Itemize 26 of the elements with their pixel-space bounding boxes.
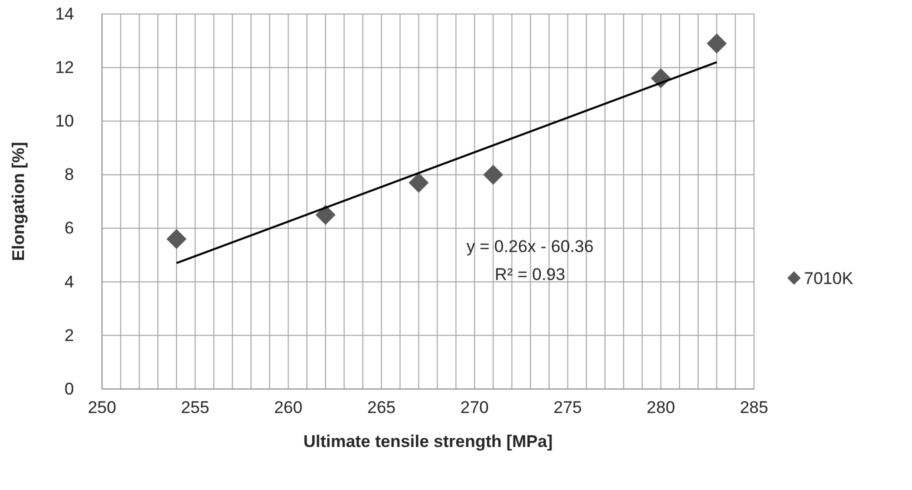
x-axis-title: Ultimate tensile strength [MPa] — [303, 432, 553, 451]
x-tick-label: 255 — [180, 398, 210, 418]
annotation: R² = 0.93 — [494, 265, 566, 284]
point — [316, 204, 336, 225]
y-tick-label: 0 — [64, 379, 74, 398]
x-tick-label: 260 — [274, 398, 302, 418]
y-axis-title: Elongation [%] — [9, 142, 28, 261]
y-tick-label: 2 — [64, 326, 74, 345]
point — [483, 164, 504, 185]
x-tick-label: 250 — [88, 398, 116, 418]
x-tick-label: 270 — [460, 398, 489, 418]
annotation: y = 0.26x - 60.36 — [466, 237, 594, 256]
point — [408, 172, 429, 193]
y-tick-label: 6 — [64, 218, 74, 238]
y-tick-label: 12 — [55, 58, 74, 78]
point — [706, 33, 727, 54]
x-tick-label: 265 — [367, 398, 396, 418]
y-tick-label: 14 — [55, 4, 74, 24]
y-tick-label: 10 — [55, 112, 74, 131]
legend-label: 7010K — [804, 269, 854, 288]
x-tick-label: 275 — [554, 398, 582, 418]
y-tick-label: 4 — [64, 272, 74, 292]
x-tick-label: 280 — [646, 398, 676, 418]
y-tick-label: 8 — [64, 165, 74, 184]
point — [166, 229, 187, 249]
x-tick-label: 285 — [740, 398, 768, 418]
